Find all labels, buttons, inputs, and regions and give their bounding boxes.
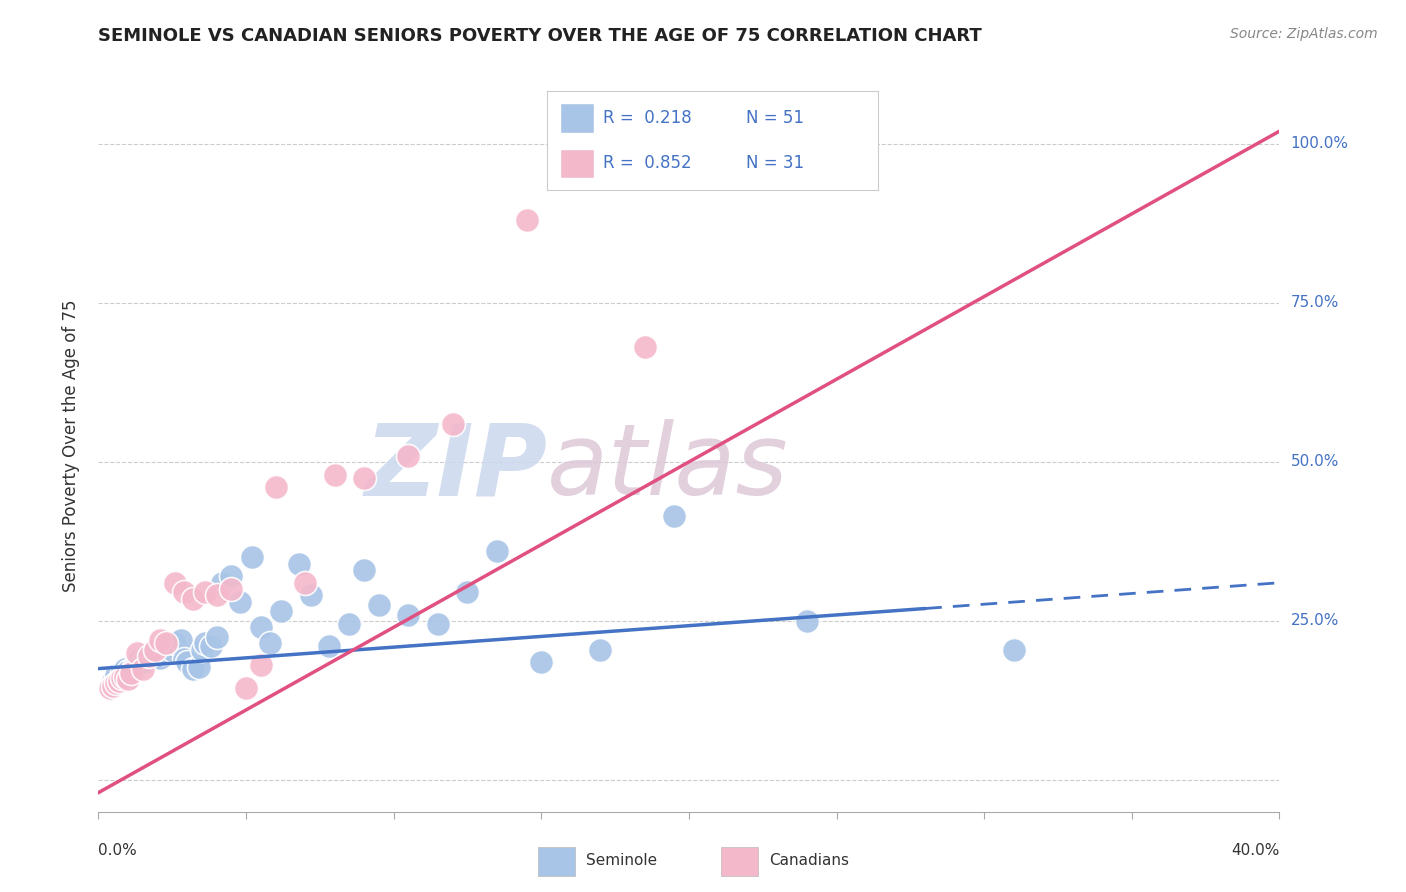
Point — [176, 655, 198, 669]
Point — [152, 646, 174, 660]
Point — [530, 655, 553, 669]
Point — [796, 614, 818, 628]
Point — [589, 642, 612, 657]
Point — [117, 664, 139, 678]
Point — [318, 640, 340, 654]
Point — [111, 665, 134, 679]
Point — [219, 582, 242, 596]
Point — [138, 648, 160, 663]
Point — [114, 662, 136, 676]
Point — [125, 657, 148, 672]
Point — [1002, 642, 1025, 657]
Point — [250, 620, 273, 634]
FancyBboxPatch shape — [721, 847, 758, 876]
Point — [191, 642, 214, 657]
Point — [194, 585, 217, 599]
Point — [515, 213, 537, 227]
Point — [98, 681, 121, 695]
Point — [396, 449, 419, 463]
Point — [337, 617, 360, 632]
Point — [108, 674, 131, 689]
Point — [143, 642, 166, 657]
Point — [170, 632, 193, 647]
Point — [143, 642, 166, 657]
Point — [132, 655, 155, 669]
Point — [211, 575, 233, 590]
Point — [135, 648, 157, 663]
Point — [146, 648, 169, 663]
Text: SEMINOLE VS CANADIAN SENIORS POVERTY OVER THE AGE OF 75 CORRELATION CHART: SEMINOLE VS CANADIAN SENIORS POVERTY OVE… — [98, 27, 983, 45]
Point — [288, 557, 311, 571]
Point — [132, 662, 155, 676]
Point — [486, 544, 509, 558]
Text: ZIP: ZIP — [364, 419, 547, 516]
Point — [117, 673, 139, 687]
Point — [173, 585, 195, 599]
Point — [149, 632, 172, 647]
Text: 25.0%: 25.0% — [1291, 614, 1339, 628]
Point — [441, 417, 464, 431]
Point — [187, 659, 209, 673]
Point — [205, 589, 228, 603]
Point — [353, 471, 375, 485]
Point — [162, 642, 183, 657]
Point — [250, 658, 273, 673]
Text: 40.0%: 40.0% — [1232, 843, 1279, 858]
Point — [270, 604, 292, 618]
Point — [103, 674, 125, 689]
Point — [103, 679, 125, 693]
Point — [264, 480, 287, 494]
Point — [427, 617, 450, 632]
Point — [157, 640, 180, 654]
Text: atlas: atlas — [547, 419, 789, 516]
Text: 0.0%: 0.0% — [98, 843, 138, 858]
Text: Seminole: Seminole — [586, 854, 657, 868]
Point — [165, 575, 187, 590]
Point — [368, 598, 391, 612]
Point — [396, 607, 419, 622]
Point — [240, 550, 263, 565]
Text: Source: ZipAtlas.com: Source: ZipAtlas.com — [1230, 27, 1378, 41]
Point — [105, 676, 128, 690]
Point — [633, 340, 655, 354]
Point — [155, 636, 177, 650]
Point — [796, 134, 818, 148]
Point — [114, 670, 136, 684]
Point — [456, 585, 478, 599]
Point — [194, 636, 217, 650]
Point — [205, 630, 228, 644]
Point — [105, 668, 128, 682]
Point — [128, 652, 150, 666]
Point — [111, 671, 134, 685]
Point — [323, 467, 346, 482]
Point — [299, 589, 322, 603]
Point — [200, 640, 222, 654]
Point — [141, 646, 163, 660]
Point — [219, 569, 242, 583]
Y-axis label: Seniors Poverty Over the Age of 75: Seniors Poverty Over the Age of 75 — [62, 300, 80, 592]
Point — [181, 662, 204, 676]
Point — [125, 646, 148, 660]
Point — [294, 575, 316, 590]
Point — [149, 650, 172, 665]
Point — [117, 671, 139, 685]
Point — [173, 652, 195, 666]
Text: Canadians: Canadians — [769, 854, 849, 868]
Text: 100.0%: 100.0% — [1291, 136, 1348, 152]
Point — [259, 636, 281, 650]
FancyBboxPatch shape — [538, 847, 575, 876]
Point — [664, 508, 686, 523]
Point — [122, 659, 145, 673]
Text: 50.0%: 50.0% — [1291, 454, 1339, 469]
Point — [120, 666, 142, 681]
Text: 75.0%: 75.0% — [1291, 295, 1339, 310]
Point — [353, 563, 375, 577]
Point — [229, 595, 252, 609]
Point — [120, 666, 142, 681]
Point — [235, 681, 257, 695]
Point — [165, 636, 187, 650]
Point — [181, 591, 204, 606]
